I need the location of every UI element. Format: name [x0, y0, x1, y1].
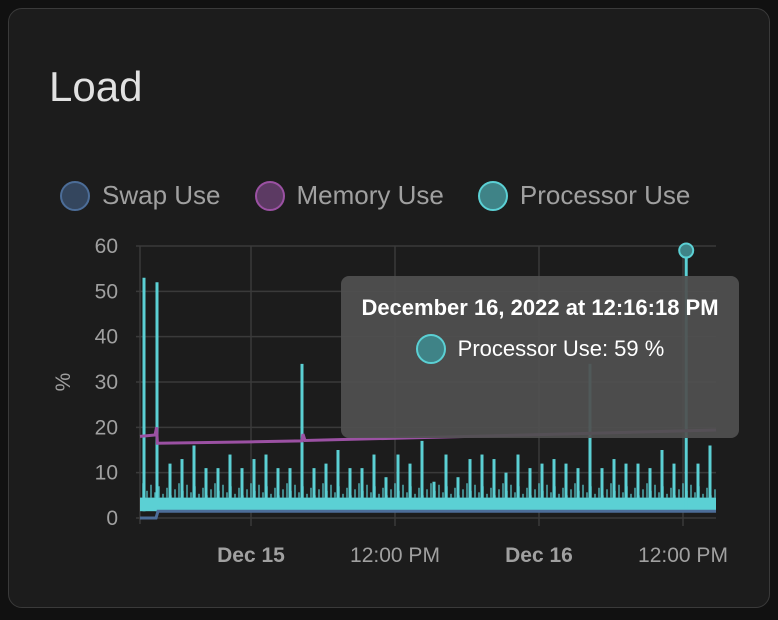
card-title: Load [49, 63, 143, 110]
y-tick-label: 0 [106, 507, 118, 530]
tooltip-title: December 16, 2022 at 12:16:18 PM [361, 295, 719, 320]
x-tick-label: 12:00 PM [638, 544, 728, 567]
x-tick-label: Dec 15 [217, 544, 285, 567]
y-tick-label: 10 [95, 462, 118, 485]
hovered-point-marker [678, 242, 695, 259]
x-tick-label: 12:00 PM [350, 544, 440, 567]
tooltip-row: Processor Use: 59 % [341, 334, 739, 364]
y-tick-label: 30 [95, 371, 118, 394]
legend-item-memory-use[interactable]: Memory Use [254, 180, 444, 211]
tooltip-series-swatch [415, 334, 446, 364]
y-tick-label: 20 [95, 416, 118, 439]
legend-label: Memory Use [296, 180, 444, 210]
legend-swatch-memory [254, 180, 285, 211]
legend-item-processor-use[interactable]: Processor Use [477, 180, 691, 211]
y-axis-label: % [52, 373, 75, 392]
legend-swatch-swap [60, 180, 90, 211]
legend-item-swap-use[interactable]: Swap Use [60, 180, 221, 211]
legend-label: Swap Use [102, 180, 221, 210]
chart-legend: Swap Use Memory Use Processor Use [60, 180, 724, 211]
processor-baseline-band [140, 497, 716, 512]
swap-use-line [140, 509, 716, 520]
legend-swatch-processor [477, 180, 508, 211]
y-tick-label: 60 [95, 235, 118, 258]
tooltip-value: Processor Use: 59 % [457, 336, 665, 361]
x-tick-label: Dec 16 [505, 544, 573, 567]
legend-label: Processor Use [519, 180, 691, 210]
y-tick-label: 40 [95, 326, 118, 349]
chart-tooltip: December 16, 2022 at 12:16:18 PM Process… [341, 276, 739, 438]
y-tick-label: 50 [95, 280, 118, 303]
